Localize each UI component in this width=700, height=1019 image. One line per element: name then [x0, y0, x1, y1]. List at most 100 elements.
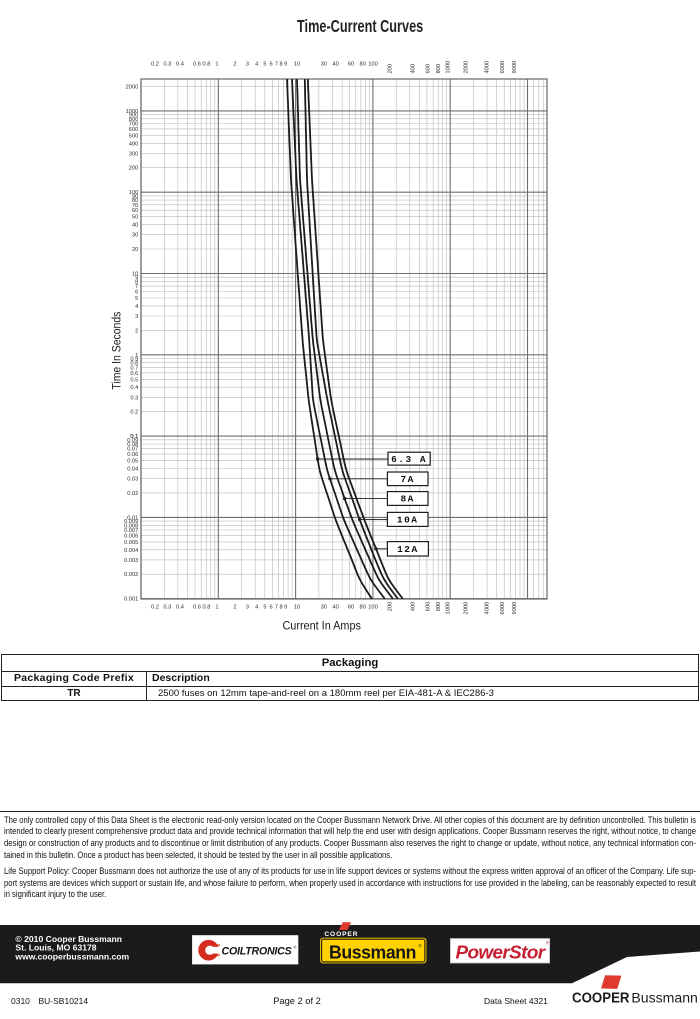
- svg-text:30: 30: [321, 605, 327, 611]
- svg-text:1000: 1000: [446, 602, 452, 615]
- svg-text:10: 10: [294, 62, 300, 68]
- svg-text:3: 3: [246, 605, 249, 611]
- svg-text:600: 600: [426, 602, 432, 612]
- svg-text:0.09: 0.09: [127, 438, 138, 444]
- svg-text:0.3: 0.3: [130, 395, 138, 401]
- svg-text:300: 300: [129, 151, 139, 157]
- svg-text:0.1: 0.1: [130, 434, 138, 440]
- svg-text:40: 40: [332, 605, 338, 611]
- svg-text:0.005: 0.005: [124, 540, 138, 546]
- svg-text:1000: 1000: [126, 109, 139, 115]
- svg-text:6000: 6000: [500, 602, 506, 615]
- svg-text:© 2010 Cooper Bussmann: © 2010 Cooper Bussmann: [15, 934, 122, 944]
- svg-text:0.4: 0.4: [130, 385, 138, 391]
- svg-text:4: 4: [255, 605, 258, 611]
- svg-text:www.cooperbussmann.com: www.cooperbussmann.com: [14, 952, 129, 962]
- svg-text:5: 5: [135, 296, 138, 302]
- svg-text:COOPER: COOPER: [324, 931, 358, 938]
- svg-text:0.3: 0.3: [163, 62, 171, 68]
- svg-text:7A: 7A: [400, 474, 414, 485]
- svg-text:1: 1: [135, 353, 138, 359]
- svg-text:6.3 A: 6.3 A: [391, 454, 427, 465]
- svg-text:7: 7: [135, 284, 138, 290]
- svg-text:800: 800: [436, 64, 442, 74]
- svg-text:9000: 9000: [512, 602, 518, 615]
- svg-text:200: 200: [388, 602, 394, 612]
- svg-text:9000: 9000: [512, 61, 518, 74]
- svg-text:0.6: 0.6: [130, 371, 138, 377]
- svg-text:1000: 1000: [446, 61, 452, 74]
- svg-text:COILTRONICS: COILTRONICS: [222, 945, 292, 957]
- svg-text:60: 60: [348, 605, 354, 611]
- svg-text:0.06: 0.06: [127, 452, 138, 458]
- svg-text:4: 4: [135, 304, 138, 310]
- svg-text:50: 50: [132, 215, 138, 221]
- svg-text:400: 400: [410, 64, 416, 74]
- svg-text:80: 80: [132, 198, 138, 204]
- svg-text:2000: 2000: [464, 602, 470, 615]
- svg-text:30: 30: [132, 233, 138, 239]
- svg-text:8: 8: [280, 62, 283, 68]
- svg-text:20: 20: [132, 247, 138, 253]
- svg-text:Time In Seconds: Time In Seconds: [112, 311, 124, 389]
- svg-text:0.05: 0.05: [127, 459, 138, 465]
- svg-text:0.7: 0.7: [130, 365, 138, 371]
- svg-text:600: 600: [129, 127, 139, 133]
- svg-text:9: 9: [135, 275, 138, 281]
- svg-text:0.6: 0.6: [193, 605, 201, 611]
- svg-text:7: 7: [275, 62, 278, 68]
- svg-text:2000: 2000: [126, 84, 139, 90]
- svg-text:0.8: 0.8: [203, 62, 211, 68]
- svg-text:1: 1: [215, 605, 218, 611]
- svg-text:7: 7: [275, 605, 278, 611]
- svg-text:0.2: 0.2: [130, 410, 138, 416]
- svg-text:500: 500: [129, 133, 139, 139]
- svg-text:0.04: 0.04: [127, 467, 138, 473]
- svg-text:40: 40: [332, 62, 338, 68]
- svg-text:60: 60: [132, 208, 138, 214]
- svg-text:1: 1: [215, 62, 218, 68]
- svg-text:80: 80: [360, 62, 366, 68]
- svg-text:100: 100: [129, 190, 139, 196]
- svg-text:900: 900: [129, 113, 139, 119]
- svg-text:8: 8: [280, 605, 283, 611]
- svg-text:0.4: 0.4: [176, 62, 184, 68]
- svg-text:4000: 4000: [485, 61, 491, 74]
- svg-text:10: 10: [132, 272, 138, 278]
- svg-text:10: 10: [294, 605, 300, 611]
- svg-text:90: 90: [132, 194, 138, 200]
- svg-text:80: 80: [360, 605, 366, 611]
- svg-text:3: 3: [135, 314, 138, 320]
- svg-text:400: 400: [410, 602, 416, 612]
- svg-text:0.006: 0.006: [124, 533, 138, 539]
- svg-text:0.002: 0.002: [124, 572, 138, 578]
- svg-text:10A: 10A: [397, 515, 419, 526]
- svg-text:5: 5: [263, 62, 266, 68]
- svg-text:0.8: 0.8: [130, 361, 138, 367]
- svg-text:0.1: 0.1: [130, 434, 138, 440]
- svg-text:40: 40: [132, 223, 138, 229]
- svg-text:400: 400: [129, 141, 139, 147]
- svg-text:600: 600: [426, 64, 432, 74]
- svg-text:®: ®: [419, 943, 423, 949]
- svg-text:800: 800: [129, 117, 139, 123]
- svg-text:200: 200: [129, 166, 139, 172]
- svg-text:0.8: 0.8: [203, 605, 211, 611]
- svg-text:200: 200: [388, 64, 394, 74]
- svg-text:0.001: 0.001: [124, 597, 138, 603]
- svg-text:0.2: 0.2: [151, 62, 159, 68]
- svg-text:5: 5: [263, 605, 266, 611]
- svg-text:700: 700: [129, 122, 139, 128]
- svg-text:Current In Amps: Current In Amps: [282, 621, 361, 633]
- svg-text:2000: 2000: [464, 61, 470, 74]
- svg-text:0.9: 0.9: [130, 357, 138, 363]
- svg-text:Bussmann: Bussmann: [329, 943, 416, 963]
- svg-text:0.2: 0.2: [151, 605, 159, 611]
- svg-text:70: 70: [132, 203, 138, 209]
- svg-text:6000: 6000: [500, 61, 506, 74]
- svg-text:0.08: 0.08: [127, 442, 138, 448]
- svg-text:8: 8: [135, 279, 138, 285]
- svg-text:6: 6: [270, 62, 273, 68]
- svg-text:30: 30: [321, 62, 327, 68]
- svg-text:8A: 8A: [400, 494, 414, 505]
